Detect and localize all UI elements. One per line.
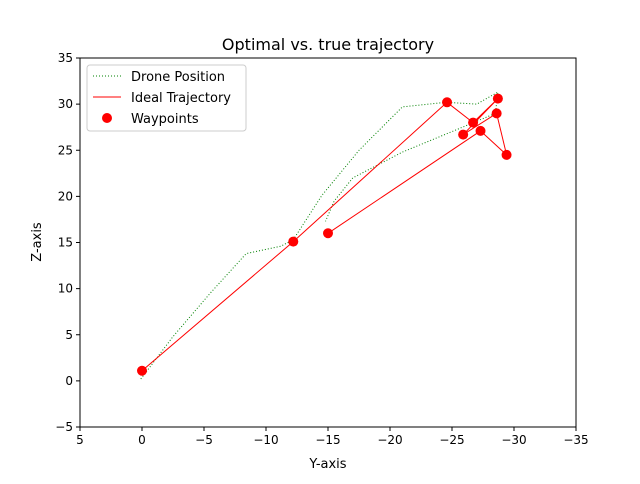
legend-waypoints-swatch bbox=[102, 113, 112, 123]
waypoints-point bbox=[442, 97, 453, 108]
waypoints-point bbox=[137, 365, 147, 376]
x-tick-label: −25 bbox=[439, 433, 464, 447]
y-axis-ticks: −5 0 5 10 15 20 25 30 35 bbox=[55, 51, 80, 434]
y-tick-label: −5 bbox=[55, 420, 73, 434]
waypoints-point bbox=[501, 149, 512, 160]
y-tick-label: 20 bbox=[58, 189, 73, 203]
waypoints-point bbox=[468, 117, 479, 128]
x-tick-label: −15 bbox=[315, 433, 340, 447]
y-tick-label: 0 bbox=[65, 374, 73, 388]
legend-box bbox=[86, 64, 247, 132]
y-tick-label: 15 bbox=[58, 236, 73, 250]
y-tick-label: 25 bbox=[58, 143, 73, 157]
y-tick-label: 10 bbox=[58, 282, 73, 296]
chart-title: Optimal vs. true trajectory bbox=[222, 35, 434, 54]
waypoints-point bbox=[288, 236, 299, 247]
legend-drone-position-label: Drone Position bbox=[131, 70, 225, 85]
series-layer bbox=[137, 91, 512, 380]
legend-ideal-trajectory-label: Ideal Trajectory bbox=[131, 91, 231, 106]
x-axis-label: Y-axis bbox=[308, 457, 346, 472]
y-axis-label: Z-axis bbox=[30, 222, 45, 262]
x-tick-label: 5 bbox=[76, 433, 84, 447]
waypoints-point bbox=[323, 228, 333, 239]
x-tick-label: 0 bbox=[138, 433, 146, 447]
legend-waypoints-label: Waypoints bbox=[131, 112, 199, 127]
plot-frame bbox=[79, 57, 577, 428]
x-tick-label: −20 bbox=[377, 433, 402, 447]
legend: Drone Position Ideal Trajectory Waypoint… bbox=[86, 64, 247, 132]
waypoints-point bbox=[491, 108, 502, 119]
ideal-trajectory-line bbox=[141, 98, 508, 372]
x-tick-label: −5 bbox=[195, 433, 213, 447]
x-tick-label: −30 bbox=[501, 433, 526, 447]
waypoints-point bbox=[475, 125, 486, 136]
x-axis-ticks: 5 0 −5 −10 −15 −20 −25 −30 −35 bbox=[76, 427, 589, 447]
y-tick-label: 30 bbox=[58, 97, 73, 111]
waypoints-point bbox=[458, 129, 469, 140]
y-tick-label: 35 bbox=[58, 51, 73, 65]
x-tick-label: −35 bbox=[563, 433, 588, 447]
waypoints-point bbox=[492, 93, 503, 104]
x-tick-label: −10 bbox=[253, 433, 278, 447]
y-tick-label: 5 bbox=[65, 328, 73, 342]
